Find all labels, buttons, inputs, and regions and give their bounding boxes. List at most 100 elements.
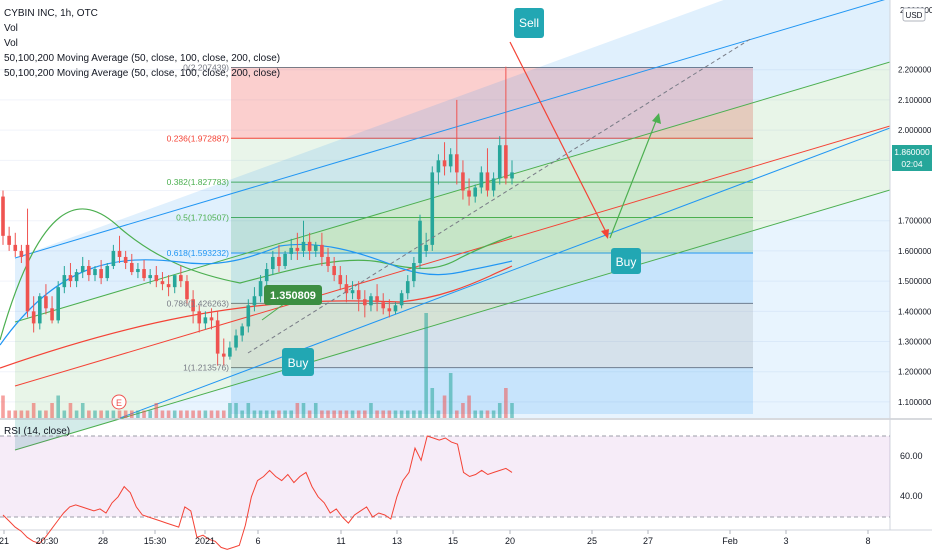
rsi-line — [2, 435, 513, 550]
countdown-label: 02:04 — [901, 159, 923, 169]
volume-bar — [344, 410, 349, 418]
candlesticks — [1, 66, 514, 366]
volume-bar — [129, 410, 134, 418]
candle-body — [221, 353, 226, 357]
volume-bar — [123, 410, 128, 418]
ma-legend-2[interactable]: 50,100,200 Moving Average (50, close, 10… — [4, 68, 281, 79]
buy-callout-past[interactable]: Buy — [282, 348, 314, 376]
candle-body — [172, 275, 177, 288]
channel-median-line — [14, 125, 891, 387]
time-tick-label: 3 — [783, 536, 788, 546]
event-marker-letter: E — [116, 398, 122, 408]
ma100-line — [0, 243, 513, 346]
rsi-band — [0, 436, 890, 517]
candle-body — [264, 269, 269, 282]
currency-badge[interactable] — [902, 7, 926, 22]
buy-callout-future[interactable]: Buy — [611, 248, 641, 274]
ma-legend-1[interactable]: 50,100,200 Moving Average (50, close, 10… — [4, 53, 281, 64]
symbol-title[interactable]: CYBIN INC, 1h, OTC — [4, 8, 98, 19]
candle-body — [142, 269, 146, 279]
volume-legend-1[interactable]: Vol — [4, 23, 18, 34]
fib-retracement-zone[interactable] — [231, 66, 753, 414]
volume-bar — [363, 410, 367, 418]
channel-upper-line — [14, 0, 886, 259]
volume-bar — [289, 410, 294, 418]
volume-bar — [240, 410, 244, 418]
candle-body — [295, 247, 300, 251]
candle-body — [228, 347, 232, 357]
candle-body — [497, 145, 502, 179]
volume-bar — [393, 410, 398, 418]
candle-body — [455, 154, 459, 173]
currency-badge-label: USD — [906, 11, 923, 20]
regression-channel[interactable] — [14, 0, 891, 451]
candle-body — [387, 308, 392, 312]
rsi-tick-40: 40.00 — [900, 491, 923, 501]
volume-bar — [154, 403, 159, 418]
candle-body — [467, 190, 471, 197]
time-tick-label: 15 — [448, 536, 458, 546]
candle-body — [105, 266, 110, 279]
candle-body — [179, 275, 183, 282]
fib-level-labels: 0(2.207439) 0.236(1.972887) 0.382(1.827783… — [167, 62, 230, 372]
candle-body — [209, 317, 214, 321]
volume-bar — [504, 388, 508, 418]
candle-body — [31, 311, 36, 324]
fib-zone-band — [231, 367, 753, 414]
time-axis[interactable]: 21 20:30 28 15:30 2021 6 11 13 15 20 25 27 Feb 3 8 — [0, 530, 871, 546]
volume-bar — [479, 410, 484, 418]
volume-bar — [424, 313, 428, 418]
volume-bar — [418, 410, 422, 418]
candle-body — [344, 284, 349, 294]
candle-body — [148, 275, 152, 279]
volume-bar — [56, 395, 60, 418]
volume-bar — [44, 410, 48, 418]
buy-callout-box-past — [282, 348, 314, 376]
candle-body — [129, 263, 134, 273]
time-tick-label: 6 — [255, 536, 260, 546]
volume-bar — [320, 410, 324, 418]
volume-bar — [197, 410, 202, 418]
volume-bar — [356, 410, 361, 418]
candle-body — [442, 160, 447, 167]
rsi-pane[interactable]: RSI (14, close) 60.00 40.00 — [0, 426, 923, 550]
volume-bar — [13, 410, 18, 418]
event-marker[interactable]: E — [111, 394, 127, 410]
volume-bar — [448, 373, 453, 418]
candle-body — [62, 275, 67, 288]
volume-bar — [80, 403, 85, 418]
volume-bar — [461, 403, 465, 418]
volume-bar — [191, 410, 195, 418]
candle-body — [44, 296, 48, 309]
price-callout[interactable]: 1.350809 — [264, 285, 322, 305]
volume-bar — [491, 410, 496, 418]
time-tick-label: 11 — [336, 536, 345, 546]
candle-body — [215, 320, 220, 354]
candle-body — [363, 299, 367, 306]
candle-body — [93, 269, 97, 276]
price-tick-label: 1.600000 — [898, 247, 932, 256]
candle-body — [430, 172, 435, 245]
price-axis[interactable]: 2.300000 USD 2.2000002.1000002.0000001.9… — [892, 6, 932, 407]
channel-inner-upper-line — [14, 61, 891, 323]
candle-body — [99, 269, 103, 279]
time-tick-label: 21 — [0, 536, 9, 546]
sell-callout[interactable]: Sell — [514, 8, 544, 38]
candle-body — [80, 266, 85, 273]
time-tick-label: 2021 — [195, 536, 215, 546]
volume-bar — [430, 388, 435, 418]
volume-legend-2[interactable]: Vol — [4, 38, 18, 49]
time-tick-label: 13 — [392, 536, 402, 546]
candle-body — [448, 154, 453, 167]
fib-level-label: 0.236(1.972887) — [167, 133, 230, 143]
candle-body — [375, 296, 379, 303]
projection-path[interactable] — [247, 37, 753, 354]
time-tick-label: 8 — [865, 536, 870, 546]
volume-bar — [442, 395, 447, 418]
candle-body — [111, 250, 116, 267]
volume-bar — [105, 410, 110, 418]
candle-body — [19, 250, 24, 257]
candle-body — [307, 241, 312, 251]
candle-body — [252, 296, 257, 306]
